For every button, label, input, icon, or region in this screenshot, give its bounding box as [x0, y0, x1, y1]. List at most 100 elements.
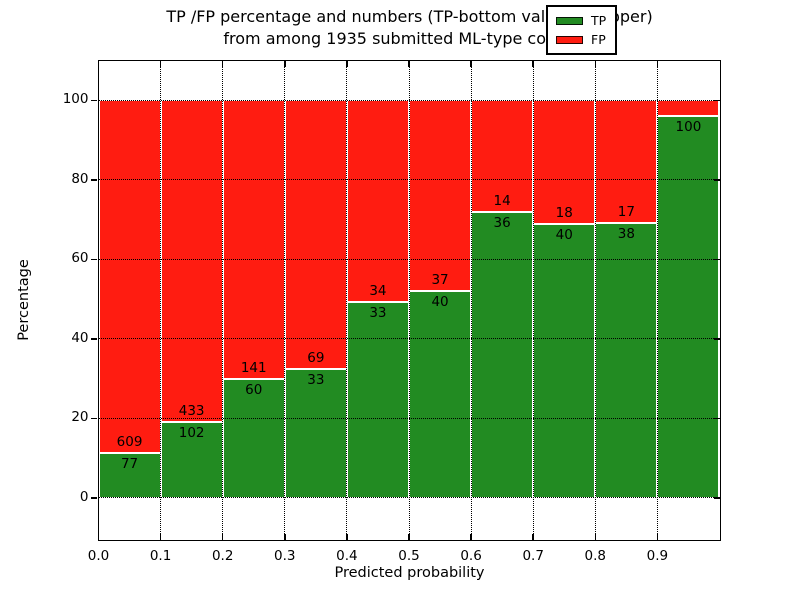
bar-segment-fp	[98, 100, 161, 454]
x-tick-bottom	[532, 533, 534, 540]
bar-segment-fp	[346, 100, 409, 302]
bar-label-tp: 40	[431, 294, 449, 311]
y-tick-left	[90, 338, 97, 340]
x-tick-top	[159, 60, 162, 67]
x-tick-label: 0.2	[211, 547, 234, 564]
x-tick-bottom	[221, 533, 224, 540]
bar-label-tp: 77	[120, 456, 139, 473]
x-tick-top	[594, 60, 597, 67]
x-tick-label: 0.9	[646, 547, 669, 564]
bar-segment-fp	[409, 100, 472, 292]
bar-label-fp: 18	[555, 204, 573, 221]
bar-segment-fp	[222, 100, 285, 380]
y-tick-label: 60	[71, 250, 89, 267]
gridline-vertical	[594, 60, 596, 540]
x-tick-bottom	[408, 533, 410, 540]
y-tick-label: 20	[71, 409, 89, 426]
y-tick-label: 80	[71, 170, 89, 187]
bar-label-fp: 14	[493, 192, 511, 209]
x-tick-top	[656, 60, 659, 67]
x-tick-top	[470, 60, 472, 67]
y-tick-right	[713, 497, 720, 499]
bar-label-fp: 17	[617, 204, 635, 221]
bar-segment-tp	[98, 453, 161, 498]
bar-segment-tp	[657, 115, 720, 498]
y-tick-left	[90, 497, 97, 499]
gridline-vertical	[222, 60, 224, 540]
bar-segment-tp	[346, 301, 409, 498]
x-tick-label: 0.7	[522, 547, 544, 564]
bar-segment-tp	[409, 291, 472, 498]
legend-label-fp: FP	[591, 31, 606, 47]
chart-title-line-1: TP /FP percentage and numbers (TP-bottom…	[166, 7, 653, 26]
y-tick-right	[713, 417, 720, 419]
x-axis-label: Predicted probability	[334, 565, 485, 581]
gridline-vertical	[532, 60, 534, 540]
gridline-vertical	[160, 60, 162, 540]
y-tick-right	[713, 99, 720, 101]
x-tick-bottom	[594, 533, 597, 540]
bar-segment-tp	[471, 211, 534, 498]
bar-segment-tp	[284, 369, 347, 498]
x-tick-label: 0.0	[87, 547, 110, 564]
x-tick-label: 0.1	[149, 547, 172, 564]
x-tick-label: 0.3	[274, 547, 296, 564]
x-tick-top	[408, 60, 410, 67]
x-tick-bottom	[346, 533, 348, 540]
x-tick-top	[97, 60, 100, 67]
bar-segment-tp	[160, 421, 223, 498]
bar-segment-fp	[595, 100, 658, 224]
y-axis-label: Percentage	[16, 259, 32, 341]
bar-label-fp: 609	[116, 434, 143, 451]
y-tick-left	[90, 99, 97, 101]
legend-row-fp: FP	[556, 30, 606, 49]
gridline-vertical	[656, 60, 658, 540]
gridline-vertical	[408, 60, 410, 540]
x-tick-bottom	[470, 533, 472, 540]
bar-segment-tp	[533, 223, 596, 498]
y-tick-left	[90, 258, 97, 260]
bar-label-tp: 36	[493, 214, 511, 231]
bar-segment-fp	[284, 100, 347, 370]
x-tick-top	[346, 60, 348, 67]
bar-segment-fp	[471, 100, 534, 212]
plot-area: 77 609 102 433 60 141 33 69 33 34 40 37 36 14 40 18 38 17…	[63, 59, 721, 564]
y-tick-right	[713, 258, 720, 260]
y-tick-right	[713, 179, 720, 181]
y-tick-right	[713, 338, 720, 340]
y-tick-left	[90, 179, 97, 181]
bar-label-fp: 34	[369, 282, 387, 299]
y-tick-label: 40	[71, 329, 89, 346]
x-tick-label: 0.5	[398, 547, 420, 564]
gridline-vertical	[470, 60, 472, 540]
bar-label-fp: 433	[178, 402, 205, 419]
bar-segment-fp	[657, 100, 720, 116]
y-tick-label: 0	[79, 488, 89, 505]
bar-segment-tp	[595, 223, 658, 498]
x-tick-label: 0.8	[584, 547, 607, 564]
x-tick-bottom	[97, 533, 100, 540]
bar-segment-fp	[533, 100, 596, 224]
tp-swatch-icon	[556, 16, 583, 25]
legend-row-tp: TP	[556, 11, 606, 30]
x-tick-top	[221, 60, 224, 67]
bar-label-fp: 37	[431, 272, 449, 289]
bar-label-tp: 33	[307, 372, 325, 389]
fp-swatch-icon	[556, 35, 583, 44]
x-tick-bottom	[656, 533, 659, 540]
x-tick-label: 0.4	[336, 547, 358, 564]
x-tick-top	[284, 60, 286, 67]
x-tick-label: 0.6	[460, 547, 482, 564]
legend: TP FP	[546, 5, 618, 55]
bar-label-tp: 33	[369, 304, 387, 321]
bar-label-fp: 141	[240, 360, 267, 377]
bar-label-tp: 40	[555, 226, 573, 243]
x-tick-top	[532, 60, 534, 67]
chart-title-line-2: from among 1935 submitted ML-type contac…	[223, 29, 596, 48]
y-tick-left	[90, 417, 97, 419]
bar-label-fp: 69	[307, 350, 325, 367]
x-tick-bottom	[284, 533, 286, 540]
gridline-vertical	[284, 60, 286, 540]
x-tick-bottom	[159, 533, 162, 540]
